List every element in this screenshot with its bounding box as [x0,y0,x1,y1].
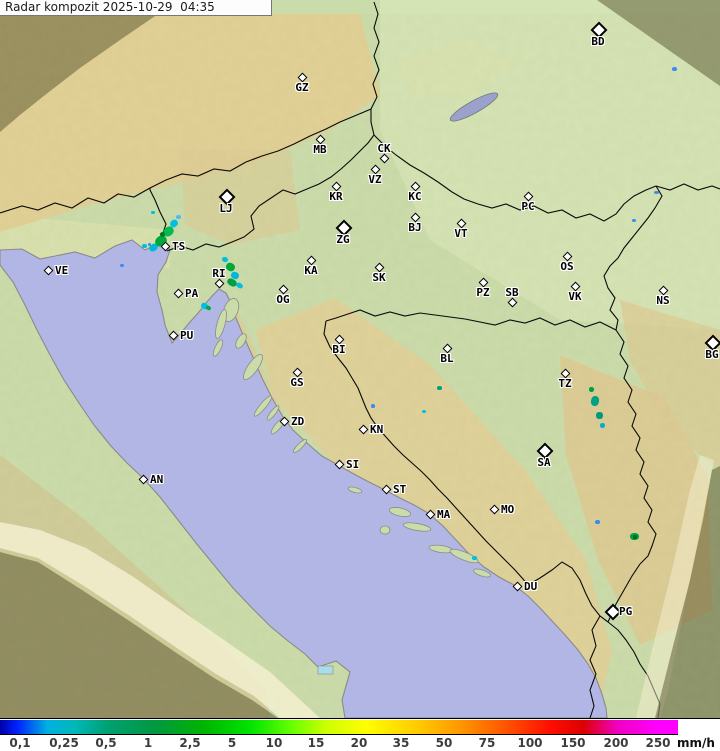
precip-echo [654,191,659,194]
city-label: RI [212,267,226,280]
city-label: MA [437,508,451,521]
city-label: VT [454,227,468,240]
precipitation-legend: 0,1 0,25 0,5 1 2,5 5 10 15 20 35 50 75 100 150 200 250 … [0,718,720,751]
scale-tick-label: 10 [265,736,283,750]
coverage-shade-ne [597,0,720,86]
title-bar: Radar kompozit 2025-10-29 04:35 [0,0,272,16]
scale-tick-label: 0,5 [95,736,117,750]
city-label: DU [524,580,538,593]
city-label: LJ [219,202,233,215]
precip-echo [142,244,147,248]
city-label: KN [370,423,384,436]
city-label: KC [408,190,422,203]
city-label: GZ [295,81,309,94]
scale-tick-label: 0,1 [9,736,31,750]
precip-echo [632,219,636,222]
city-label: BG [705,348,719,361]
city-label: TZ [558,377,572,390]
precip-echo [437,386,442,390]
precip-echo [120,264,124,267]
scale-tick-label: 50 [435,736,453,750]
city-label: ST [393,483,407,496]
city-label: KR [329,190,343,203]
range-edge-band-sw [0,522,320,718]
city-label: KA [304,264,318,277]
city-label: VE [55,264,69,277]
color-scale-bar [0,720,678,735]
coverage-shade-nw [0,14,158,132]
precip-echo [371,404,375,408]
precip-echo [151,211,155,214]
scale-tick-label: 200 [603,736,629,750]
precip-echo [422,410,426,413]
precip-echo [472,556,477,560]
city-label: ZG [336,233,350,246]
precip-echo [596,412,603,419]
scale-tick-label: 0,25 [49,736,79,750]
city-label: SK [372,271,386,284]
scale-tick-label: 150 [560,736,586,750]
city-label: VZ [368,173,382,186]
range-edge-band-se [636,455,714,718]
city-label: CK [377,142,391,155]
precip-echo [595,520,600,524]
precip-echo [589,387,594,392]
city-label: OS [560,260,574,273]
scale-unit-label: mm/h [677,736,715,750]
city-label: VK [568,290,582,303]
scale-tick-label: 2,5 [179,736,201,750]
lake-balaton [449,92,499,122]
city-label: ZD [291,415,305,428]
city-label: PZ [476,286,490,299]
city-label: PA [185,287,199,300]
scale-tick-label: 35 [392,736,410,750]
scale-tick-label: 15 [307,736,325,750]
scale-tick-label: 75 [478,736,496,750]
precip-echo [176,215,181,219]
city-label: SB [505,286,519,299]
city-label: PC [521,200,535,213]
lake-varano [317,665,334,675]
city-label: SI [346,458,360,471]
city-label: OG [276,293,290,306]
scale-tick-label: 20 [350,736,368,750]
country-borders [0,1,720,719]
city-label: TS [172,240,186,253]
precip-echo [633,535,637,539]
city-label: BD [591,35,605,48]
adriatic-islands [212,298,492,578]
coverage-shade-se [655,466,720,718]
coverage-shade-sw [0,552,278,718]
scale-tick-label: 1 [143,736,153,750]
city-label: PG [619,605,633,618]
city-label: AN [150,473,164,486]
adriatic-sea [0,239,608,719]
scale-tick-label: 100 [517,736,543,750]
city-label: BI [332,343,346,356]
city-label: MB [313,143,327,156]
city-label: BL [440,352,454,365]
scale-tick-label: 5 [227,736,237,750]
city-label: MO [501,503,515,516]
precip-echo [600,423,605,428]
city-label: BJ [408,221,422,234]
precip-echo [672,67,677,71]
city-label: GS [290,376,304,389]
precip-echo [148,243,151,246]
scale-tick-label: 250 [645,736,671,750]
city-label: SA [537,456,551,469]
city-label: PU [180,329,194,342]
city-label: NS [656,294,670,307]
